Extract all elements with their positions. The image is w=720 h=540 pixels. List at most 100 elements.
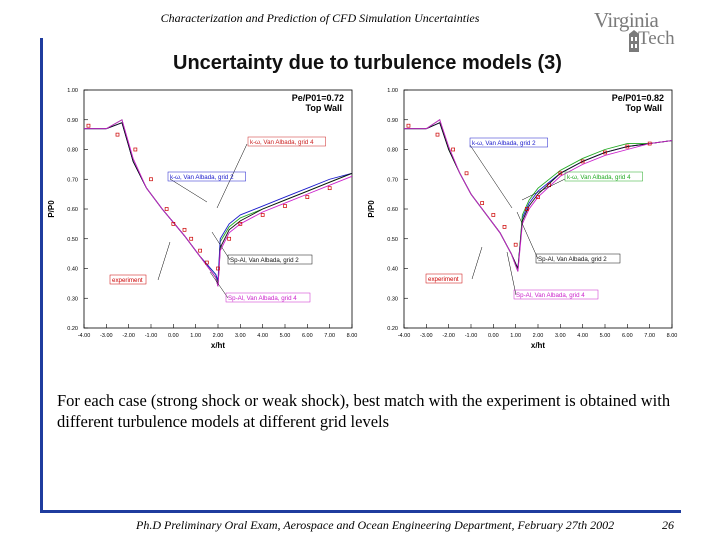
conclusion-text: For each case (strong shock or weak shoc… (57, 391, 671, 431)
experiment-point (227, 236, 232, 241)
x-tick-label: 1.00 (190, 333, 201, 339)
experiment-point (625, 144, 630, 149)
annotation-leader (169, 178, 208, 203)
experiment-point (502, 225, 507, 229)
annotation-leader (157, 241, 171, 281)
x-tick-label: -2.00 (122, 333, 135, 339)
x-tick-label: 6.00 (622, 333, 633, 339)
annotation-box (564, 171, 643, 182)
experiment-point (260, 213, 265, 217)
experiment-point (189, 236, 194, 241)
experiment-point (133, 147, 138, 152)
experiment-point (164, 207, 169, 211)
experiment-point (283, 204, 287, 208)
annotation-leader (469, 144, 513, 209)
y-tick-label: 0.40 (387, 267, 398, 273)
experiment-point (480, 201, 485, 205)
x-tick-label: 3.00 (235, 333, 246, 339)
y-axis-label: P/P0 (367, 200, 376, 218)
experiment-point (216, 266, 220, 271)
annotation-box (227, 254, 313, 265)
experiment-point (435, 132, 440, 137)
y-tick-label: 0.70 (67, 177, 78, 183)
experiment-point (149, 177, 153, 182)
logo-line2: Tech (638, 28, 675, 49)
experiment-point (464, 171, 469, 176)
logo-line1: Virginia (594, 8, 659, 32)
experiment-point (536, 195, 540, 199)
wall-label: Top Wall (626, 103, 663, 113)
x-tick-label: 7.00 (644, 333, 655, 339)
x-tick-label: 3.00 (555, 333, 566, 339)
slide-title: Uncertainty due to turbulence models (3) (173, 52, 562, 74)
experiment-point (580, 159, 585, 164)
x-tick-label: 2.00 (533, 333, 544, 339)
annotation-label: Sp-Al, Van Albada, grid 2 (538, 256, 607, 263)
experiment-point (406, 123, 411, 128)
experiment-point (238, 222, 243, 226)
experiment-point (182, 227, 187, 232)
experiment-point (171, 222, 176, 226)
x-tick-label: -3.00 (100, 333, 113, 339)
annotation-box (535, 253, 621, 264)
slide-header-title: Characterization and Prediction of CFD S… (160, 11, 480, 25)
series-line (404, 119, 673, 272)
x-tick-label: 2.00 (213, 333, 224, 339)
annotation-label: k-ω, Van Albada, grid 2 (472, 140, 536, 147)
chart-right: 0.20 0.30 0.40 0.50 0.60 0.70 0.80 0.90 1.00 -4.0… (367, 88, 677, 350)
annotation-leader (521, 178, 566, 201)
experiment-point (491, 213, 496, 217)
case-label: Pe/P01=0.72 (292, 93, 344, 103)
annotation-label: k-ω, Van Albada, grid 4 (567, 174, 631, 181)
annotation-label: Sp-Al, Van Albada, grid 4 (516, 292, 585, 299)
experiment-point (204, 260, 209, 265)
y-tick-label: 0.60 (387, 207, 398, 213)
annotation-box (247, 136, 326, 147)
x-tick-label: 8.00 (347, 333, 358, 339)
x-tick-label: -3.00 (420, 333, 433, 339)
y-tick-label: 0.90 (67, 118, 78, 124)
x-tick-label: 1.00 (510, 333, 521, 339)
annotation-label: k-ω, Van Albada, grid 2 (170, 174, 234, 181)
annotation-leader (211, 231, 231, 261)
y-tick-label: 0.80 (67, 148, 78, 154)
annotation-leader (506, 251, 517, 296)
tower-icon (629, 30, 639, 52)
x-tick-label: -4.00 (398, 333, 411, 339)
experiment-point (603, 150, 607, 155)
page-number: 26 (662, 518, 674, 532)
y-tick-label: 0.60 (67, 207, 78, 213)
x-tick-label: 6.00 (302, 333, 313, 339)
x-tick-label: -1.00 (145, 333, 158, 339)
annotation-box (513, 289, 599, 300)
x-tick-label: 4.00 (257, 333, 268, 339)
experiment-point (327, 186, 332, 191)
x-tick-label: 5.00 (600, 333, 611, 339)
x-axis-label: x/ht (211, 341, 226, 350)
x-axis-label: x/ht (531, 341, 546, 350)
slide-frame (40, 38, 681, 513)
x-tick-label: 0.00 (488, 333, 499, 339)
x-tick-label: 7.00 (324, 333, 335, 339)
annotation-box (469, 137, 548, 148)
experiment-point (198, 248, 202, 253)
experiment-point (451, 147, 455, 152)
y-tick-label: 0.30 (67, 296, 78, 302)
annotation-leader (516, 211, 539, 260)
annotation-leader (471, 246, 483, 280)
x-tick-label: -2.00 (442, 333, 455, 339)
y-tick-label: 0.20 (387, 326, 398, 332)
y-tick-label: 0.30 (387, 296, 398, 302)
footer-text: Ph.D Preliminary Oral Exam, Aerospace an… (136, 518, 615, 532)
university-logo: Virginia Tech (594, 8, 686, 52)
y-tick-label: 0.50 (387, 237, 398, 243)
experiment-point (305, 195, 310, 199)
annotation-label: experiment (112, 277, 143, 284)
case-label: Pe/P01=0.82 (612, 93, 664, 103)
annotation-leader (209, 271, 229, 299)
x-tick-label: 4.00 (577, 333, 588, 339)
experiment-point (86, 123, 91, 128)
experiment-point (647, 141, 652, 146)
x-tick-label: -1.00 (465, 333, 478, 339)
annotation-box (225, 292, 311, 303)
